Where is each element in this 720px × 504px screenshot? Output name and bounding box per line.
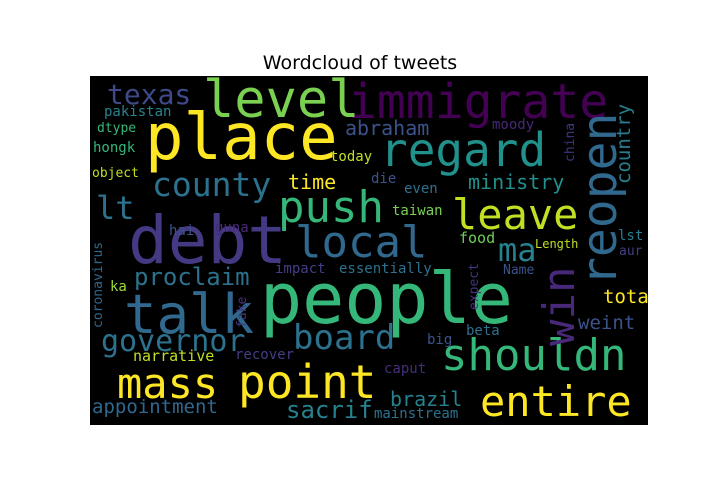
word-object: object: [92, 166, 139, 181]
word-china: china: [563, 122, 578, 162]
word-proclaim: proclaim: [134, 263, 250, 291]
word-place: place: [145, 101, 338, 175]
word-point: point: [238, 355, 377, 409]
word-ma: ma: [498, 231, 537, 269]
word-Length: Length: [535, 237, 579, 251]
word-expect: expect: [467, 263, 482, 310]
word-fake: fake: [235, 296, 250, 328]
word-coronavirus: coronavirus: [91, 241, 106, 328]
word-Name: Name: [503, 263, 535, 278]
word-hongk: hongk: [93, 140, 136, 156]
word-impact: impact: [275, 261, 326, 277]
word-brazil: brazil: [390, 387, 463, 411]
word-shouldn: shouldn: [441, 330, 627, 381]
word-county: county: [152, 165, 272, 204]
word-immigrate: immigrate: [348, 76, 609, 130]
word-ministry: ministry: [468, 170, 565, 194]
word-food: food: [459, 229, 496, 247]
word-talk: talk: [124, 283, 255, 346]
word-essentially: essentially: [339, 261, 432, 277]
word-texas: texas: [107, 78, 192, 111]
word-local: local: [295, 217, 428, 268]
word-recover: recover: [235, 347, 295, 363]
word-win: win: [534, 266, 585, 346]
word-governor: governor: [101, 324, 246, 359]
word-mainstream: mainstream: [374, 406, 459, 422]
chart-title: Wordcloud of tweets: [262, 52, 458, 74]
word-today: today: [330, 149, 373, 165]
word-hai: hai: [169, 223, 195, 239]
word-appointment: appointment: [92, 396, 218, 418]
word-country: country: [613, 103, 635, 184]
word-mass: mass: [117, 359, 219, 408]
wordcloud-canvas: people place debt immigrate talk level r…: [90, 76, 648, 425]
word-leave: leave: [452, 190, 579, 239]
word-guna: guna: [215, 220, 249, 236]
word-abraham: abraham: [345, 116, 430, 140]
word-aur: aur: [619, 244, 643, 259]
word-level: level: [203, 76, 360, 130]
word-lst: lst: [618, 228, 644, 244]
word-weint: weint: [578, 312, 636, 334]
word-beta: beta: [466, 323, 500, 339]
word-die: die: [371, 171, 397, 187]
word-debt: debt: [128, 202, 287, 279]
word-sacrif: sacrif: [286, 396, 373, 424]
word-even: even: [404, 181, 438, 197]
word-lt: lt: [96, 189, 135, 227]
word-dtype: dtype: [97, 121, 137, 136]
word-big: big: [427, 332, 453, 348]
word-pakistan: pakistan: [104, 104, 172, 120]
word-caput: caput: [384, 361, 427, 377]
word-push: push: [278, 182, 384, 233]
word-board: board: [293, 318, 396, 358]
word-moody: moody: [492, 117, 535, 133]
word-taiwan: taiwan: [392, 203, 443, 219]
word-ka: ka: [110, 279, 127, 295]
word-people: people: [260, 258, 513, 340]
word-total: total: [603, 286, 648, 308]
word-time: time: [288, 170, 337, 194]
word-entire: entire: [480, 377, 632, 425]
word-regard: regard: [380, 123, 547, 177]
word-narrative: narrative: [133, 347, 215, 365]
